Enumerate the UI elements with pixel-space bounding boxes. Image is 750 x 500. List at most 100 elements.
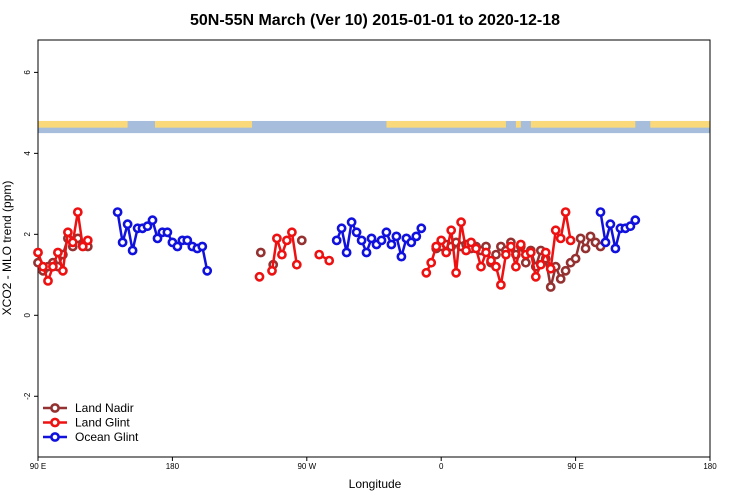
land-band-segment xyxy=(154,120,253,128)
data-point xyxy=(162,227,173,238)
data-point xyxy=(336,223,347,234)
data-point xyxy=(63,227,73,238)
data-point xyxy=(431,241,442,252)
data-point xyxy=(376,235,387,246)
data-point xyxy=(495,279,506,290)
data-point xyxy=(351,227,362,238)
x-tick-label: 180 xyxy=(703,462,717,471)
data-point xyxy=(560,265,571,276)
land-band-segment xyxy=(530,120,636,128)
data-point xyxy=(267,265,277,276)
x-axis-label: Longitude xyxy=(349,477,402,491)
legend-marker xyxy=(50,417,60,428)
land-band-segment xyxy=(650,120,710,128)
data-point xyxy=(610,243,621,254)
data-point xyxy=(142,221,153,232)
data-point xyxy=(535,259,546,270)
data-point xyxy=(361,247,372,258)
data-point xyxy=(555,233,566,244)
legend-label: Land Nadir xyxy=(75,401,134,415)
data-point xyxy=(625,221,636,232)
data-point xyxy=(112,207,123,217)
data-point xyxy=(314,249,325,260)
legend-label: Land Glint xyxy=(75,416,130,430)
data-point xyxy=(33,247,43,258)
data-point xyxy=(411,231,422,242)
data-point xyxy=(356,235,367,246)
chart-title: 50N-55N March (Ver 10) 2015-01-01 to 202… xyxy=(190,12,560,29)
data-point xyxy=(466,237,476,248)
data-point xyxy=(122,219,133,230)
data-point xyxy=(271,233,282,244)
data-point xyxy=(555,273,566,284)
data-point xyxy=(500,249,511,260)
series-land-glint xyxy=(33,207,576,290)
land-sea-band xyxy=(38,120,710,134)
data-point xyxy=(471,243,481,254)
land-band-segment xyxy=(386,120,506,128)
x-tick-label: 0 xyxy=(439,462,444,471)
data-point xyxy=(585,231,596,242)
data-point xyxy=(172,241,183,252)
data-point xyxy=(491,249,501,260)
data-point xyxy=(254,271,265,282)
data-point xyxy=(296,235,307,246)
data-point xyxy=(605,219,616,230)
data-point xyxy=(481,247,491,258)
data-point xyxy=(53,247,63,258)
data-point xyxy=(324,255,335,266)
data-point xyxy=(276,249,287,260)
data-point xyxy=(486,255,496,266)
data-point xyxy=(565,235,576,246)
data-point xyxy=(560,207,571,217)
data-point xyxy=(58,265,68,276)
data-point xyxy=(346,217,357,228)
data-point xyxy=(341,247,352,258)
data-point xyxy=(595,207,606,217)
data-point xyxy=(406,237,417,248)
data-point xyxy=(570,253,581,264)
data-point xyxy=(421,267,432,278)
legend-marker xyxy=(50,432,60,442)
data-point xyxy=(416,223,427,234)
data-point xyxy=(545,263,556,274)
series-layer xyxy=(33,207,641,292)
data-point xyxy=(77,241,88,252)
y-tick-label: 4 xyxy=(23,151,32,156)
data-point xyxy=(152,233,163,244)
data-point xyxy=(545,282,556,292)
data-point xyxy=(441,247,452,258)
land-band-segment xyxy=(515,120,521,128)
x-tick-label: 90 E xyxy=(30,462,46,471)
y-axis: -2 0 2 4 6 xyxy=(23,70,38,400)
series-ocean-glint xyxy=(112,207,641,276)
data-point xyxy=(396,251,407,262)
data-point xyxy=(127,245,138,256)
data-point xyxy=(580,243,591,254)
data-point xyxy=(197,241,208,252)
data-point xyxy=(456,217,466,228)
data-point xyxy=(525,247,536,258)
data-point xyxy=(520,257,531,268)
data-point xyxy=(436,235,447,246)
data-point xyxy=(117,237,128,248)
data-point xyxy=(600,237,611,248)
x-tick-label: 180 xyxy=(166,462,180,471)
data-point xyxy=(391,231,402,242)
data-point xyxy=(386,239,397,250)
y-tick-label: 2 xyxy=(23,232,32,237)
data-point xyxy=(476,261,486,272)
data-point xyxy=(286,227,297,238)
data-point xyxy=(530,271,541,282)
data-point xyxy=(331,235,342,246)
y-tick-label: -2 xyxy=(23,392,32,400)
data-point xyxy=(461,245,471,256)
x-tick-label: 90 E xyxy=(567,462,583,471)
data-point xyxy=(202,265,213,276)
data-point xyxy=(72,207,83,217)
data-point xyxy=(48,261,58,272)
data-point xyxy=(426,257,437,268)
legend-label: Ocean Glint xyxy=(75,430,139,444)
